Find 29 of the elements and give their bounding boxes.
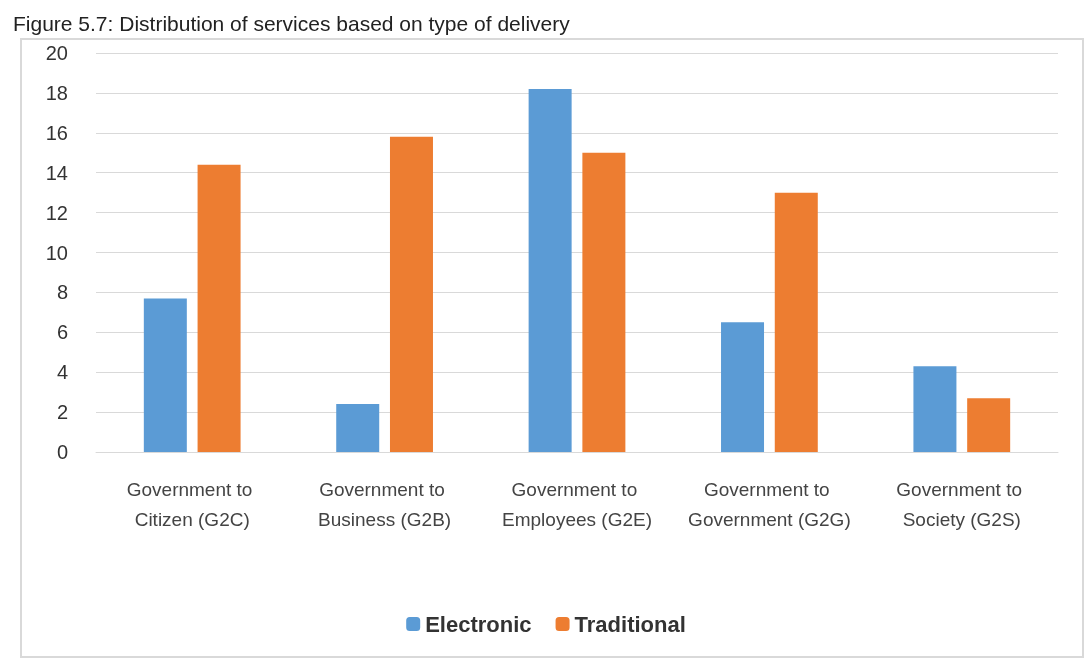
legend-label: Traditional (574, 611, 686, 637)
bar (528, 88, 572, 452)
y-tick-label: 4 (56, 361, 68, 384)
y-tick-label: 8 (56, 281, 68, 304)
x-tick-label: Government to Society (G2S) (896, 478, 1028, 530)
bar (967, 398, 1011, 452)
y-tick-label: 0 (56, 441, 68, 463)
y-tick-label: 12 (45, 201, 68, 224)
bar (774, 192, 818, 452)
y-tick-label: 18 (45, 81, 68, 104)
bar (721, 322, 765, 452)
bar (197, 164, 241, 452)
x-tick-label: Government to Business (G2B) (318, 478, 452, 530)
x-tick-label: Government to Citizen (G2C) (126, 478, 258, 530)
y-tick-label: 2 (56, 401, 68, 424)
bar (143, 298, 187, 452)
bar (913, 366, 957, 452)
chart-title: Figure 5.7: Distribution of services based on type of delivery (13, 12, 571, 35)
bar (336, 404, 380, 452)
y-tick-label: 16 (45, 121, 68, 144)
y-tick-label: 6 (56, 321, 68, 344)
y-tick-label: 14 (45, 161, 68, 184)
x-tick-label: Government to Government (G2G) (688, 478, 851, 530)
legend-label: Electronic (425, 611, 532, 637)
bar (389, 136, 433, 452)
bar (582, 152, 626, 452)
y-tick-label: 10 (45, 241, 68, 264)
y-tick-label: 20 (45, 42, 68, 64)
x-tick-label: Government to Employees (G2E) (502, 478, 652, 530)
